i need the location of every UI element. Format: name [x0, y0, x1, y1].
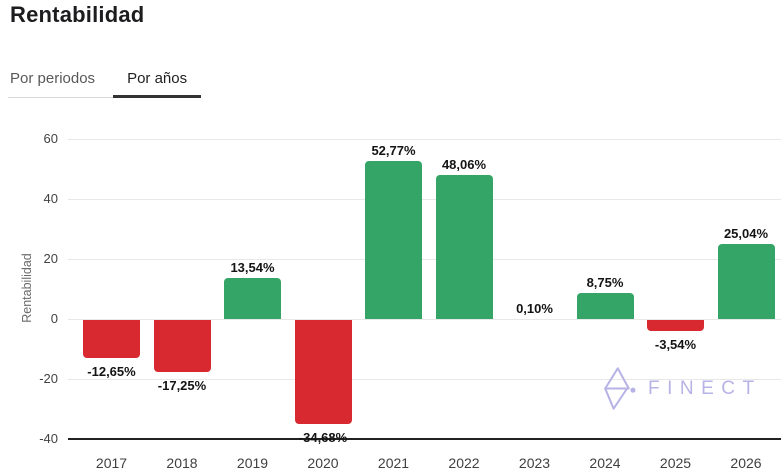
x-tick-label: 2025 — [659, 455, 692, 471]
x-tick-label: 2022 — [448, 455, 480, 471]
bar-value-label: -3,54% — [654, 336, 697, 352]
bar-2026[interactable] — [717, 243, 775, 319]
y-tick-label: 60 — [43, 131, 58, 146]
bar-2020[interactable] — [294, 320, 352, 425]
gridline — [68, 139, 781, 140]
bar-2022[interactable] — [435, 174, 493, 319]
x-tick-label: 2019 — [236, 455, 269, 471]
bar-value-label: 48,06% — [441, 156, 487, 172]
y-tick-label: -40 — [39, 431, 58, 446]
gridline — [68, 259, 781, 260]
bar-value-label: -34,68% — [298, 430, 348, 446]
tab-por-anos[interactable]: Por años — [113, 69, 202, 98]
bar-value-label: -17,25% — [157, 377, 207, 393]
bar-value-label: 13,54% — [230, 260, 275, 276]
page-title: Rentabilidad — [10, 2, 145, 27]
x-axis-line — [68, 438, 781, 440]
bar-value-label: -12,65% — [87, 363, 136, 379]
bar-value-label: 25,04% — [723, 225, 769, 241]
x-tick-label: 2026 — [730, 455, 762, 471]
x-tick-label: 2024 — [589, 455, 621, 471]
bar-value-label: 52,77% — [371, 142, 416, 158]
tab-bar: Por periodos Por años — [8, 69, 202, 98]
tab-por-periodos[interactable]: Por periodos — [8, 69, 114, 98]
bar-2018[interactable] — [153, 320, 211, 372]
bar-2019[interactable] — [224, 278, 281, 319]
gridline — [68, 199, 781, 200]
x-tick-label: 2017 — [95, 455, 128, 471]
y-tick-label: -20 — [39, 371, 58, 386]
bar-2024[interactable] — [576, 292, 634, 319]
x-tick-label: 2020 — [307, 455, 339, 471]
x-tick-label: 2023 — [518, 455, 551, 471]
bar-2021[interactable] — [365, 160, 422, 319]
x-tick-label: 2018 — [166, 455, 198, 471]
bar-2025[interactable] — [647, 320, 704, 331]
gridline — [68, 319, 781, 320]
y-tick-label: 20 — [43, 251, 58, 266]
y-tick-label: 0 — [50, 311, 58, 326]
gridline — [68, 379, 781, 380]
bar-2017[interactable] — [83, 320, 140, 358]
y-tick-label: 40 — [43, 191, 58, 206]
bar-value-label: 0,10% — [516, 300, 553, 316]
bar-value-label: 8,75% — [586, 274, 624, 290]
x-tick-label: 2021 — [377, 455, 410, 471]
